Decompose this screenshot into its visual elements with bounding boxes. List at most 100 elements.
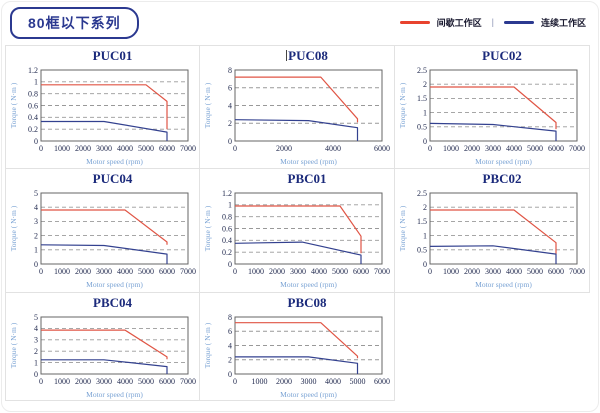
svg-text:2: 2 bbox=[34, 231, 38, 240]
svg-text:4000: 4000 bbox=[311, 267, 327, 276]
svg-text:Motor speed (rpm): Motor speed (rpm) bbox=[280, 390, 337, 399]
svg-text:6000: 6000 bbox=[548, 267, 564, 276]
svg-text:6000: 6000 bbox=[159, 144, 175, 153]
chart-cell-pbc04: PBC04 0 1 2 3 4 5 0 1000 2000 3000 4000 5000 6000 700… bbox=[5, 293, 200, 401]
svg-text:2000: 2000 bbox=[464, 144, 480, 153]
chart-canvas-pbc01: 0 0.2 0.4 0.6 0.8 1 1.2 0 1000 2000 3000 4000 5000 60… bbox=[203, 189, 390, 289]
legend: 间歇工作区 | 连续工作区 bbox=[399, 16, 586, 29]
chart-title: PBC04 bbox=[93, 295, 132, 310]
chart-title: PBC01 bbox=[287, 171, 327, 186]
svg-text:1: 1 bbox=[34, 78, 38, 87]
svg-text:1: 1 bbox=[34, 358, 38, 367]
svg-text:2: 2 bbox=[423, 80, 427, 89]
svg-text:0: 0 bbox=[423, 260, 427, 269]
svg-text:1000: 1000 bbox=[54, 144, 70, 153]
svg-text:0: 0 bbox=[233, 377, 237, 386]
svg-text:Motor speed (rpm): Motor speed (rpm) bbox=[475, 157, 532, 166]
svg-text:4: 4 bbox=[228, 101, 232, 110]
svg-text:0.5: 0.5 bbox=[417, 123, 427, 132]
svg-text:4000: 4000 bbox=[506, 144, 522, 153]
svg-text:Torque ( N·m ): Torque ( N·m ) bbox=[398, 82, 407, 128]
svg-text:7000: 7000 bbox=[569, 144, 585, 153]
svg-text:3000: 3000 bbox=[96, 377, 112, 386]
svg-text:2: 2 bbox=[228, 356, 232, 365]
svg-text:5: 5 bbox=[34, 313, 38, 322]
svg-text:3: 3 bbox=[34, 336, 38, 345]
svg-text:1000: 1000 bbox=[252, 377, 268, 386]
svg-text:Motor speed (rpm): Motor speed (rpm) bbox=[280, 157, 337, 166]
svg-text:4000: 4000 bbox=[325, 144, 341, 153]
svg-text:7000: 7000 bbox=[180, 267, 196, 276]
svg-text:1: 1 bbox=[34, 246, 38, 255]
svg-text:0: 0 bbox=[428, 144, 432, 153]
svg-text:Torque ( N·m ): Torque ( N·m ) bbox=[203, 82, 212, 128]
svg-text:2000: 2000 bbox=[276, 144, 292, 153]
svg-text:0: 0 bbox=[428, 267, 432, 276]
chart-cell-puc08: PUC08 0 2 4 6 8 0 2000 4000 6000 Torque ( N·m ) Mo… bbox=[200, 45, 395, 169]
svg-text:1.2: 1.2 bbox=[222, 189, 232, 198]
svg-text:Torque ( N·m ): Torque ( N·m ) bbox=[9, 205, 18, 251]
svg-text:3000: 3000 bbox=[301, 377, 317, 386]
chart-canvas-pbc04: 0 1 2 3 4 5 0 1000 2000 3000 4000 5000 6000 7000 Torqu… bbox=[9, 313, 196, 399]
legend-label-intermittent: 间歇工作区 bbox=[436, 17, 482, 28]
svg-text:1.2: 1.2 bbox=[28, 66, 38, 75]
chart-title: PUC08 bbox=[286, 48, 328, 63]
chart-title: PUC02 bbox=[482, 48, 522, 63]
svg-text:5000: 5000 bbox=[527, 267, 543, 276]
svg-text:3: 3 bbox=[34, 217, 38, 226]
svg-text:4: 4 bbox=[228, 341, 232, 350]
svg-text:2000: 2000 bbox=[269, 267, 285, 276]
svg-text:4000: 4000 bbox=[117, 267, 133, 276]
svg-text:2000: 2000 bbox=[75, 144, 91, 153]
svg-text:2.5: 2.5 bbox=[417, 66, 427, 75]
svg-text:0.6: 0.6 bbox=[222, 224, 232, 233]
svg-text:6000: 6000 bbox=[374, 377, 390, 386]
chart-cell-puc02: PUC02 0 0.5 1 1.5 2 2.5 0 1000 2000 3000 4000 5000 6… bbox=[395, 45, 590, 169]
svg-text:6000: 6000 bbox=[159, 267, 175, 276]
empty-cell bbox=[395, 293, 590, 401]
svg-text:1: 1 bbox=[423, 231, 427, 240]
svg-text:0.2: 0.2 bbox=[222, 248, 232, 257]
svg-text:0.4: 0.4 bbox=[222, 236, 232, 245]
header: 80框以下系列 间歇工作区 | 连续工作区 bbox=[0, 0, 600, 44]
svg-text:2000: 2000 bbox=[75, 377, 91, 386]
svg-text:7000: 7000 bbox=[180, 144, 196, 153]
svg-text:0.2: 0.2 bbox=[28, 125, 38, 134]
svg-text:6000: 6000 bbox=[159, 377, 175, 386]
svg-text:6000: 6000 bbox=[353, 267, 369, 276]
chart-title: PBC02 bbox=[482, 171, 522, 186]
chart-title: PBC08 bbox=[287, 295, 327, 310]
svg-text:2: 2 bbox=[228, 119, 232, 128]
text-cursor-icon bbox=[286, 50, 288, 61]
svg-text:1: 1 bbox=[423, 108, 427, 117]
svg-text:0.8: 0.8 bbox=[222, 212, 232, 221]
svg-text:3000: 3000 bbox=[290, 267, 306, 276]
svg-text:3000: 3000 bbox=[485, 267, 501, 276]
svg-text:7000: 7000 bbox=[374, 267, 390, 276]
svg-text:3000: 3000 bbox=[485, 144, 501, 153]
chart-canvas-pbc02: 0 0.5 1 1.5 2 2.5 0 1000 2000 3000 4000 5000 6000 700… bbox=[398, 189, 585, 289]
svg-text:5000: 5000 bbox=[350, 377, 366, 386]
svg-text:2: 2 bbox=[34, 347, 38, 356]
svg-text:0: 0 bbox=[228, 260, 232, 269]
svg-text:3000: 3000 bbox=[96, 144, 112, 153]
chart-canvas-puc04: 0 1 2 3 4 5 0 1000 2000 3000 4000 5000 6000 7000 Torqu… bbox=[9, 189, 196, 289]
svg-text:Torque ( N·m ): Torque ( N·m ) bbox=[203, 322, 212, 368]
svg-text:5: 5 bbox=[34, 189, 38, 198]
chart-grid: PUC01 0 0.2 0.4 0.6 0.8 1 1.2 0 1000 2000 3000 4000… bbox=[5, 45, 595, 401]
page-title: 80框以下系列 bbox=[10, 7, 139, 39]
chart-cell-puc04: PUC04 0 1 2 3 4 5 0 1000 2000 3000 4000 5000 6000 700… bbox=[5, 169, 200, 293]
svg-text:4000: 4000 bbox=[117, 377, 133, 386]
chart-title: PUC04 bbox=[92, 171, 133, 186]
intermittent-line-icon bbox=[399, 20, 430, 24]
svg-text:Motor speed (rpm): Motor speed (rpm) bbox=[475, 280, 532, 289]
svg-text:1000: 1000 bbox=[248, 267, 264, 276]
svg-text:5000: 5000 bbox=[138, 144, 154, 153]
svg-text:Torque ( N·m ): Torque ( N·m ) bbox=[203, 205, 212, 251]
svg-text:Motor speed (rpm): Motor speed (rpm) bbox=[86, 390, 143, 399]
chart-cell-pbc08: PBC08 0 2 4 6 8 0 1000 2000 3000 4000 5000 6000 Torq… bbox=[200, 293, 395, 401]
svg-text:0.5: 0.5 bbox=[417, 246, 427, 255]
svg-text:Motor speed (rpm): Motor speed (rpm) bbox=[280, 280, 337, 289]
svg-text:5000: 5000 bbox=[332, 267, 348, 276]
